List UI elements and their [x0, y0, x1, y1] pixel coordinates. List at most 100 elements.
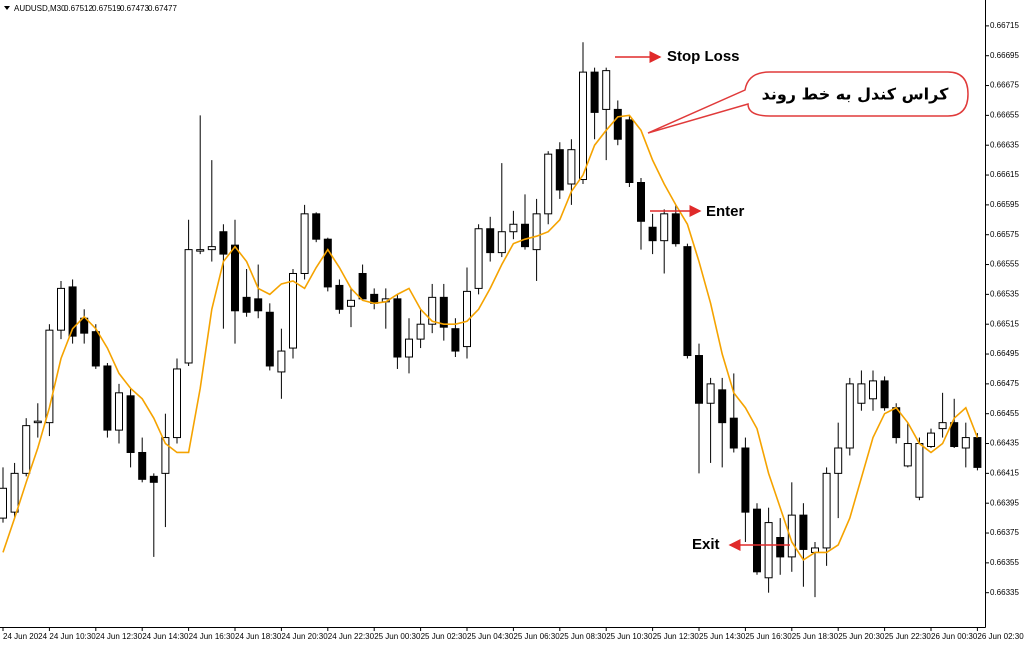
- candle-body: [822, 472, 831, 549]
- candle-body: [439, 296, 448, 328]
- candle-body: [718, 389, 727, 424]
- candle-body: [509, 223, 518, 233]
- candle-body: [764, 522, 773, 579]
- y-tick-label: 0.66715: [990, 21, 1019, 30]
- y-tick-label: 0.66615: [990, 170, 1019, 179]
- candle-body: [126, 395, 135, 453]
- y-tick-label: 0.66435: [990, 439, 1019, 448]
- candle-body: [68, 286, 77, 337]
- plot: [0, 42, 982, 598]
- candle-body: [219, 231, 228, 255]
- candle-body: [231, 244, 239, 312]
- y-tick-label: 0.66375: [990, 528, 1019, 537]
- candle-body: [799, 514, 808, 550]
- candle-body: [869, 380, 877, 400]
- symbol: AUDUSD,M30: [14, 4, 66, 13]
- x-tick-label: 25 Jun 16:30: [745, 632, 792, 641]
- quote: 0.67473: [120, 4, 149, 13]
- candle-body: [463, 290, 471, 348]
- candle-body: [544, 153, 553, 215]
- candle-body: [695, 355, 703, 404]
- candle-body: [149, 475, 158, 483]
- candle-body: [857, 383, 866, 404]
- x-tick-label: 24 Jun 18:30: [235, 632, 282, 641]
- candle-body: [787, 514, 796, 558]
- candle-body: [416, 323, 425, 340]
- candle-body: [973, 437, 982, 468]
- candle-body: [961, 437, 970, 449]
- candle-body: [451, 328, 460, 352]
- candle-body: [474, 228, 483, 289]
- quote: 0.67512: [64, 4, 93, 13]
- candle-body: [532, 213, 541, 251]
- candle-body: [323, 238, 332, 288]
- x-tick-label: 25 Jun 06:30: [513, 632, 560, 641]
- y-tick-label: 0.66575: [990, 230, 1019, 239]
- candle-body: [173, 368, 181, 439]
- candle-body: [254, 298, 263, 312]
- candle-body: [613, 108, 622, 140]
- x-tick-label: 24 Jun 10:30: [49, 632, 96, 641]
- candle-body: [706, 383, 715, 404]
- y-tick-label: 0.66675: [990, 81, 1019, 90]
- y-tick-label: 0.66695: [990, 51, 1019, 60]
- candle-body: [892, 407, 901, 439]
- y-tick-label: 0.66335: [990, 588, 1019, 597]
- candle-body: [950, 422, 959, 448]
- x-tick-label: 24 Jun 2024: [3, 632, 48, 641]
- candle-body: [277, 350, 286, 373]
- candle-body: [660, 213, 669, 242]
- candle-body: [358, 272, 367, 300]
- candle-body: [80, 317, 89, 334]
- candle-body: [103, 365, 112, 431]
- y-tick-label: 0.66415: [990, 468, 1019, 477]
- candle-body: [138, 451, 147, 480]
- candle-body: [567, 149, 576, 185]
- candle-body: [428, 296, 437, 325]
- x-tick-label: 25 Jun 08:30: [560, 632, 607, 641]
- y-tick-label: 0.66515: [990, 319, 1019, 328]
- candle-body: [521, 223, 529, 248]
- x-tick-label: 24 Jun 12:30: [96, 632, 143, 641]
- candle-body: [915, 443, 924, 498]
- candle-body: [486, 228, 495, 254]
- candle-body: [393, 298, 402, 358]
- x-tick-label: 26 Jun 02:30: [977, 632, 1024, 641]
- candle-body: [671, 213, 680, 245]
- candle-body: [637, 182, 645, 222]
- candle-body: [347, 299, 355, 307]
- y-tick-label: 0.66555: [990, 260, 1019, 269]
- candle-body: [602, 70, 611, 110]
- moving-average: [2, 114, 979, 561]
- candle-body: [115, 392, 123, 431]
- candle-body: [579, 71, 587, 181]
- candle-body: [927, 432, 935, 448]
- candle-body: [207, 246, 216, 251]
- candle-body: [405, 338, 413, 358]
- candle-body: [741, 447, 750, 513]
- y-tick-label: 0.66395: [990, 498, 1019, 507]
- candle-body: [312, 213, 321, 240]
- candle-body: [776, 537, 785, 558]
- callout: [647, 71, 969, 134]
- x-tick-label: 24 Jun 20:30: [281, 632, 328, 641]
- x-tick-label: 25 Jun 10:30: [606, 632, 653, 641]
- x-tick-label: 25 Jun 14:30: [699, 632, 746, 641]
- x-tick-label: 25 Jun 22:30: [885, 632, 932, 641]
- quote: 0.67519: [92, 4, 121, 13]
- candle-body: [845, 383, 854, 449]
- y-tick-label: 0.66475: [990, 379, 1019, 388]
- annotation: Exit: [692, 536, 720, 553]
- x-tick-label: 25 Jun 12:30: [653, 632, 700, 641]
- candle-body: [753, 508, 761, 573]
- candle-body: [196, 249, 205, 252]
- menu-icon: [4, 6, 10, 10]
- candle-body: [242, 296, 251, 313]
- candle-body: [648, 226, 657, 242]
- x-tick-label: 24 Jun 22:30: [328, 632, 375, 641]
- candle-body: [161, 437, 170, 474]
- quote: 0.67477: [148, 4, 177, 13]
- candle-body: [555, 149, 564, 191]
- y-tick-label: 0.66455: [990, 409, 1019, 418]
- x-tick-label: 25 Jun 04:30: [467, 632, 514, 641]
